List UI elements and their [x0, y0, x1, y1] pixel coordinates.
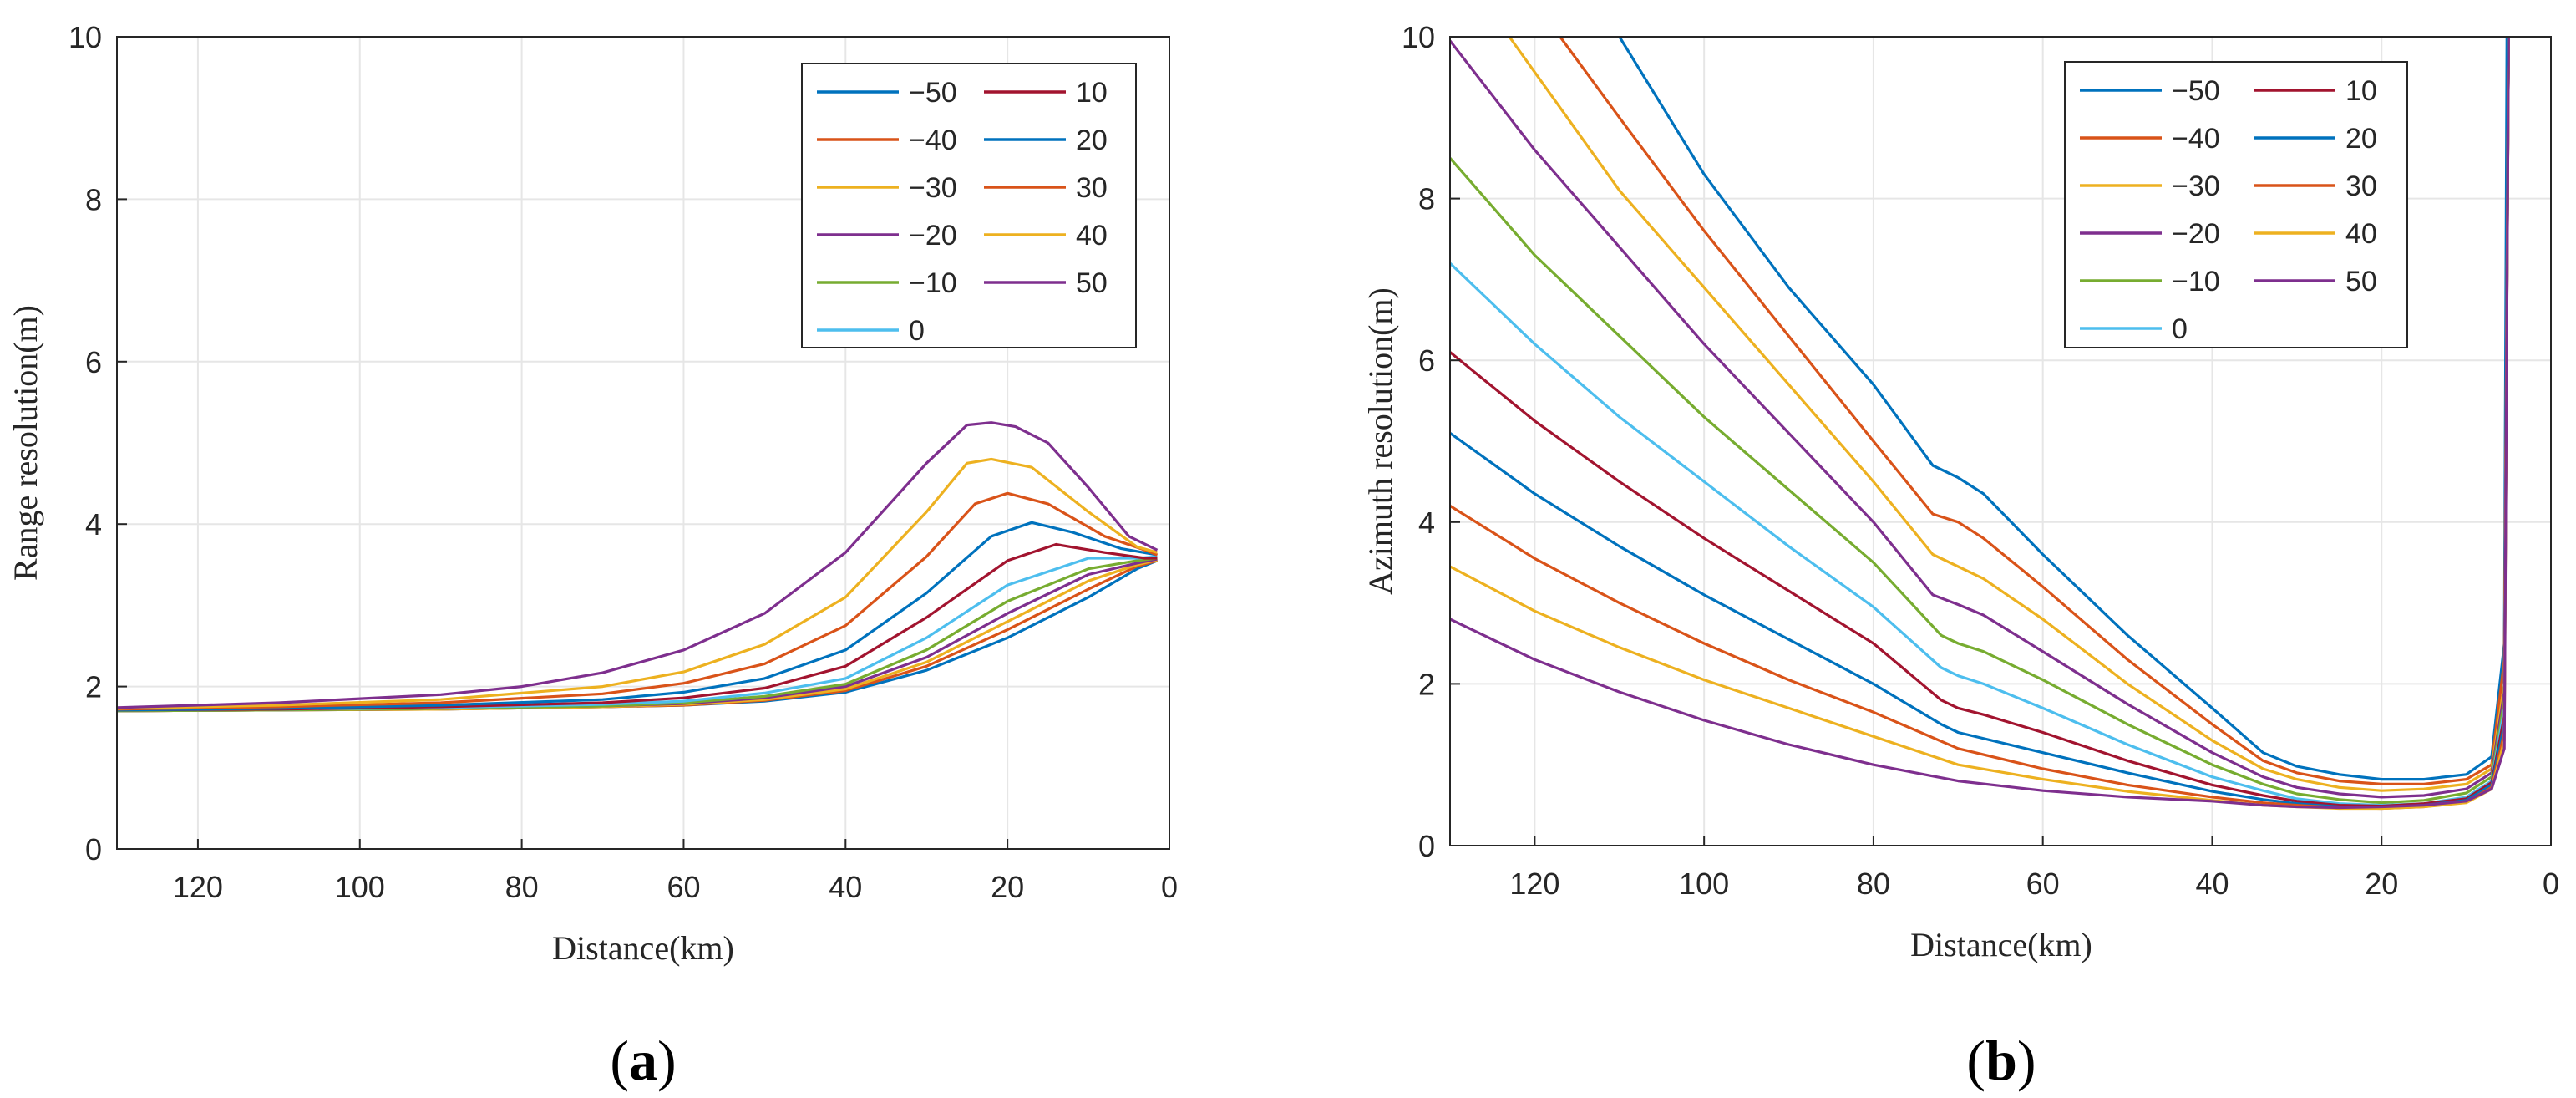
y-tick-label: 4 — [85, 507, 102, 541]
x-tick-label: 80 — [1857, 867, 1890, 901]
y-tick-label: 10 — [1402, 20, 1435, 54]
legend-label-20: 20 — [1076, 125, 1108, 156]
x-tick-label: 100 — [335, 870, 385, 904]
legend-label--40: −40 — [2172, 123, 2220, 155]
x-tick-label: 40 — [2195, 867, 2229, 901]
legend-a: −50 −40 −30 −20 −10 0 10 20 30 40 50 — [801, 63, 1137, 348]
caption-b-close: ) — [2017, 1029, 2036, 1092]
caption-a-open: ( — [610, 1029, 629, 1092]
y-tick-label: 2 — [85, 670, 102, 704]
series-line-20 — [117, 521, 1158, 712]
series-line-30 — [117, 491, 1159, 711]
x-tick-label: 20 — [2365, 867, 2398, 901]
caption-a-close: ) — [657, 1029, 677, 1092]
caption-a: (a) — [610, 1029, 676, 1092]
caption-a-letter: a — [629, 1029, 657, 1092]
y-ticks-b: 0 2 4 6 8 10 — [1402, 20, 1460, 863]
x-tick-label: 20 — [991, 870, 1024, 904]
series-lines-a — [117, 421, 1159, 713]
series-line--10 — [1450, 37, 2510, 805]
legend-box-b — [2064, 61, 2408, 348]
legend-label--50: −50 — [909, 77, 957, 109]
legend-label-0: 0 — [909, 315, 925, 347]
series-lines-b — [1450, 37, 2510, 811]
series-line--40 — [1559, 37, 2510, 786]
legend-label-20: 20 — [2345, 123, 2377, 155]
legend-label-10: 10 — [2345, 75, 2377, 107]
series-line-50 — [1450, 37, 2510, 810]
y-tick-label: 0 — [85, 832, 102, 867]
x-tick-label: 0 — [2543, 867, 2559, 901]
y-tick-label: 4 — [1418, 506, 1435, 540]
x-tick-label: 0 — [1161, 870, 1178, 904]
legend-label-30: 30 — [1076, 172, 1108, 204]
x-tick-label: 80 — [505, 870, 539, 904]
y-tick-label: 6 — [85, 345, 102, 379]
svg-text:(b): (b) — [1966, 1029, 2036, 1092]
axes-frame-a — [116, 36, 1170, 850]
legend-label--50: −50 — [2172, 75, 2220, 107]
legend-label--40: −40 — [909, 125, 957, 156]
legend-label-40: 40 — [2345, 218, 2377, 250]
y-tick-label: 8 — [1418, 182, 1435, 216]
legend-b: −50 −40 −30 −20 −10 0 10 20 30 40 50 — [2064, 61, 2408, 348]
series-line--30 — [1508, 37, 2510, 792]
x-axis-label-a: Distance(km) — [552, 929, 734, 967]
legend-label-10: 10 — [1076, 77, 1108, 109]
y-tick-label: 2 — [1418, 667, 1435, 701]
x-tick-label: 40 — [829, 870, 862, 904]
y-axis-label-a: Range resolution(m) — [7, 305, 44, 581]
series-line-40 — [117, 457, 1158, 710]
svg-text:(a): (a) — [610, 1029, 676, 1092]
axes-frame-b — [1449, 36, 2552, 846]
caption-b-letter: b — [1985, 1029, 2017, 1092]
x-ticks-b: 120 100 80 60 40 20 0 — [1509, 836, 2559, 901]
series-line-50 — [117, 421, 1159, 709]
legend-box-a — [801, 63, 1137, 348]
caption-b: (b) — [1966, 1029, 2036, 1092]
legend-label--30: −30 — [909, 172, 957, 204]
y-tick-label: 0 — [1418, 829, 1435, 863]
x-axis-label-b: Distance(km) — [1910, 926, 2092, 963]
x-tick-label: 120 — [1509, 867, 1559, 901]
legend-label-30: 30 — [2345, 170, 2377, 202]
y-ticks-a: 0 2 4 6 8 10 — [68, 20, 127, 867]
legend-label-50: 50 — [1076, 267, 1108, 299]
y-tick-label: 10 — [68, 20, 102, 54]
legend-label-40: 40 — [1076, 220, 1108, 252]
legend-label--10: −10 — [2172, 266, 2220, 297]
legend-label-0: 0 — [2172, 313, 2188, 345]
y-axis-label-b: Azimuth resolution(m) — [1362, 287, 1399, 595]
y-tick-label: 6 — [1418, 343, 1435, 378]
legend-label-50: 50 — [2345, 266, 2377, 297]
series-line-10 — [117, 542, 1158, 712]
legend-label--20: −20 — [909, 220, 957, 252]
x-tick-label: 60 — [2026, 867, 2060, 901]
x-tick-label: 100 — [1679, 867, 1729, 901]
legend-label--20: −20 — [2172, 218, 2220, 250]
series-line--50 — [1618, 37, 2508, 781]
series-line--20 — [1450, 37, 2510, 799]
caption-b-open: ( — [1966, 1029, 1985, 1092]
legend-label--10: −10 — [909, 267, 957, 299]
legend-label--30: −30 — [2172, 170, 2220, 202]
y-tick-label: 8 — [85, 182, 102, 216]
series-line-10 — [1450, 37, 2510, 808]
x-tick-label: 60 — [667, 870, 700, 904]
x-ticks-a: 120 100 80 60 40 20 0 — [173, 839, 1178, 904]
x-tick-label: 120 — [173, 870, 223, 904]
